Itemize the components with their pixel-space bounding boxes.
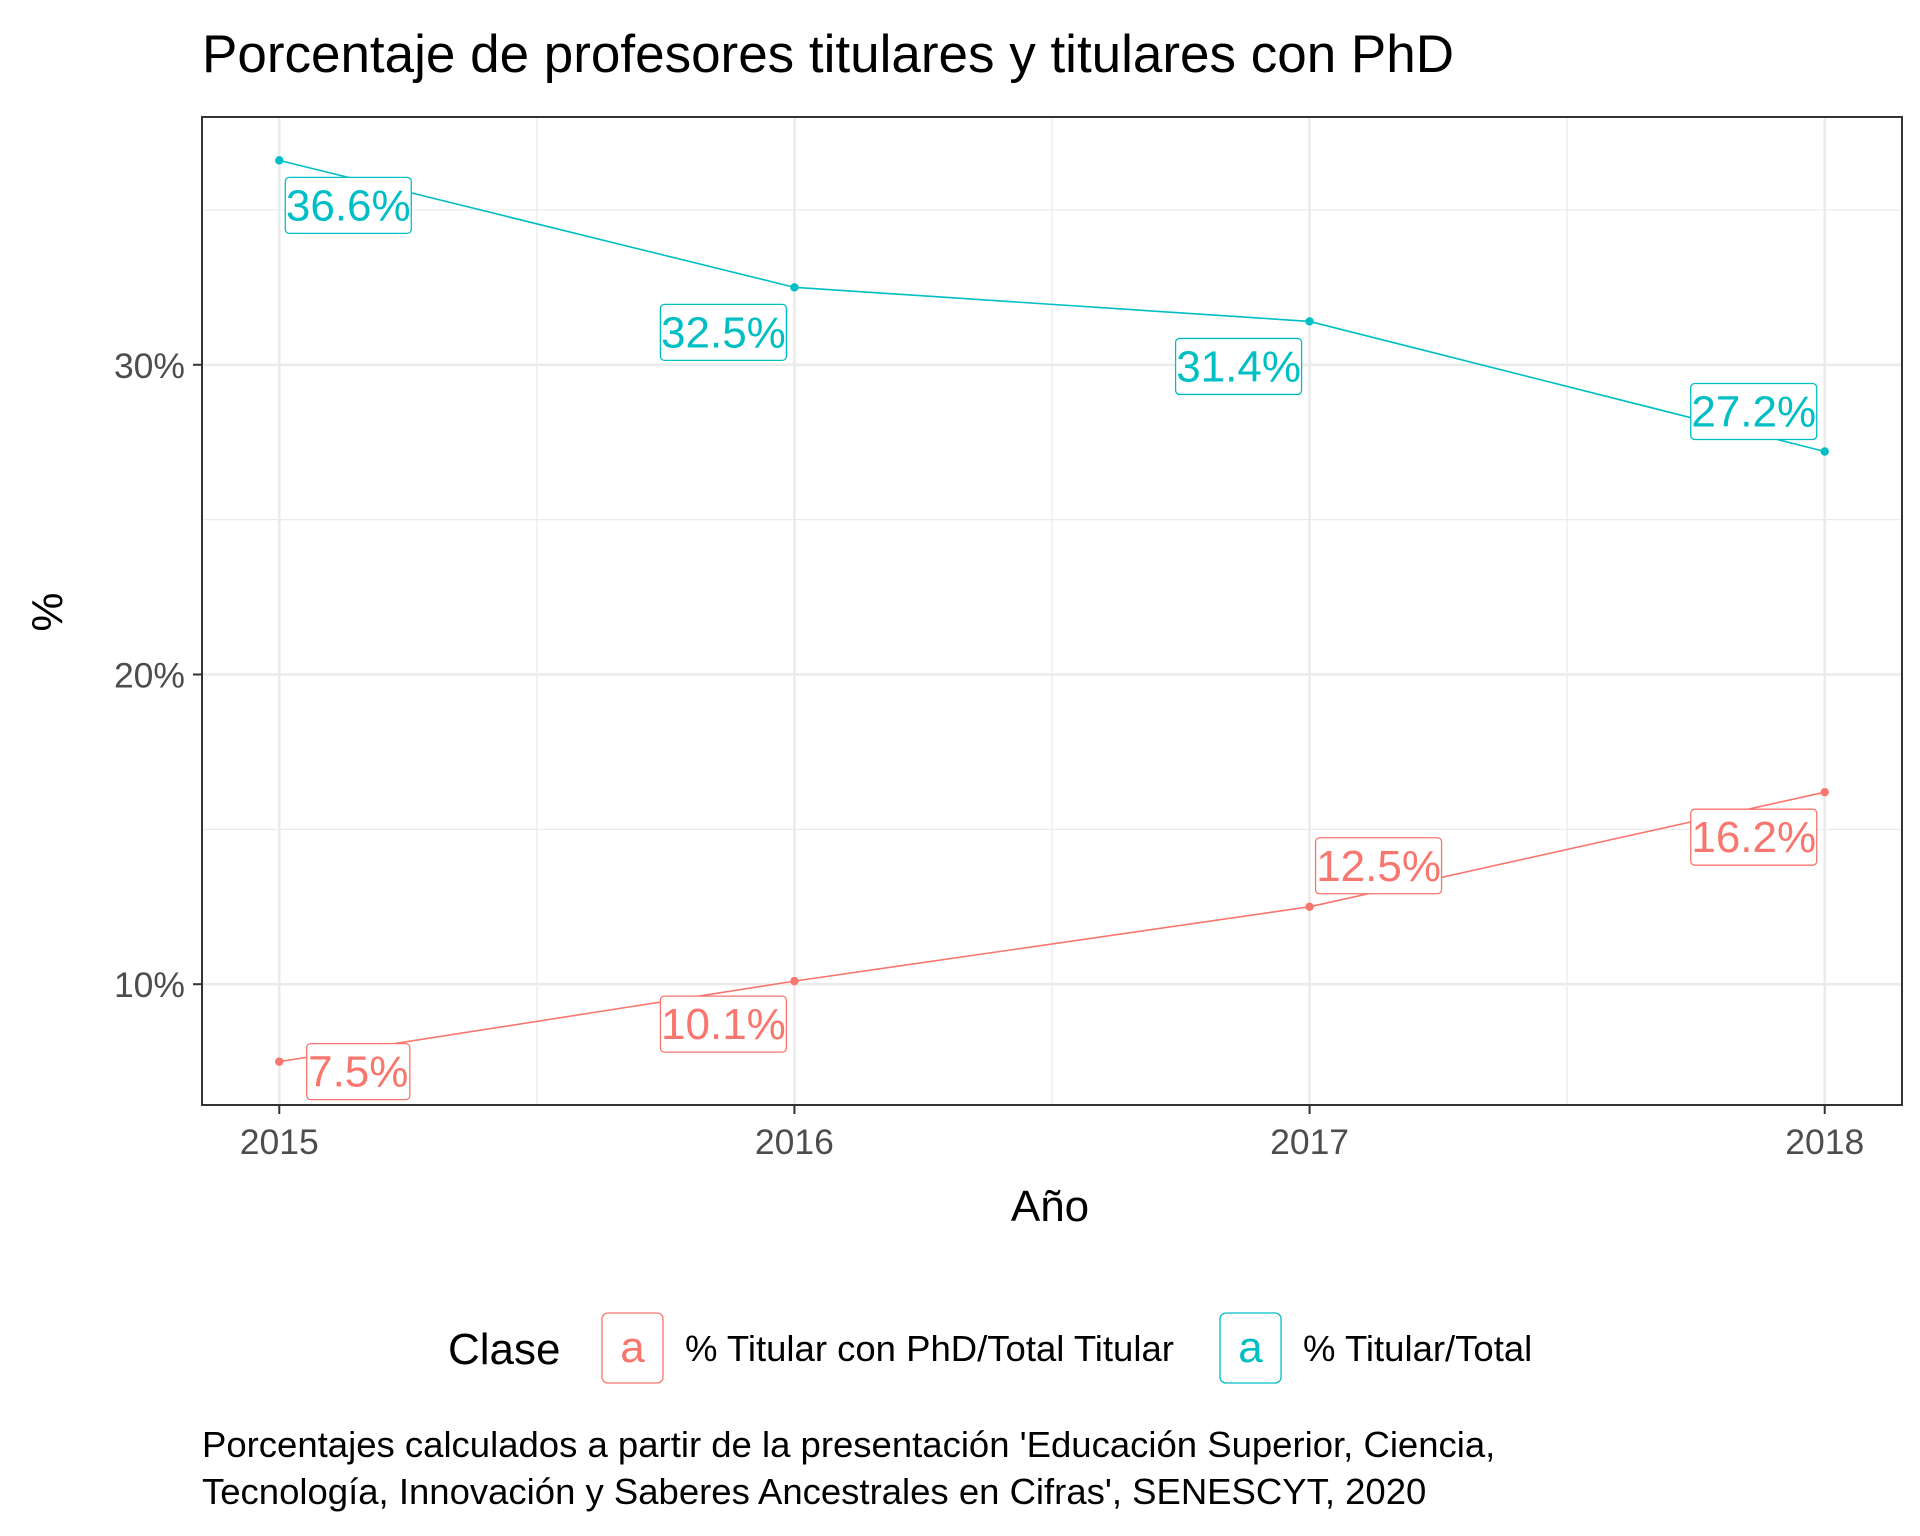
data-label-text: 27.2% xyxy=(1691,387,1816,436)
data-label: 16.2% xyxy=(1690,808,1818,866)
data-label-box xyxy=(659,303,788,361)
data-label-text: 31.4% xyxy=(1176,342,1301,391)
legend-key-glyph: a xyxy=(620,1323,645,1372)
x-axis: 2015 2016 2017 2018 xyxy=(240,1105,1864,1162)
data-label-text: 16.2% xyxy=(1691,813,1816,862)
data-label-text: 12.5% xyxy=(1316,842,1441,891)
caption-line: Porcentajes calculados a partir de la pr… xyxy=(202,1424,1495,1465)
x-tick-label: 2016 xyxy=(755,1122,834,1162)
data-label-box xyxy=(659,995,788,1053)
legend-item: a % Titular con PhD/Total Titular xyxy=(601,1312,1174,1384)
x-axis-title: Año xyxy=(1011,1182,1089,1231)
data-point xyxy=(1820,787,1829,797)
chart-title: Porcentaje de profesores titulares y tit… xyxy=(202,25,1454,84)
data-label-text: 7.5% xyxy=(308,1048,408,1097)
plot-panel: 7.5% 10.1% 12.5% 16.2% 36.6% 32.5% 31.4% 27.2% xyxy=(201,116,1903,1106)
data-label-box xyxy=(1690,382,1818,441)
caption-line: Tecnología, Innovación y Saberes Ancestr… xyxy=(202,1471,1426,1512)
legend-label: % Titular/Total xyxy=(1303,1328,1532,1369)
x-tick-label: 2018 xyxy=(1785,1122,1864,1162)
data-label: 27.2% xyxy=(1690,382,1818,441)
data-label-box xyxy=(1314,837,1443,895)
data-point xyxy=(275,1057,284,1066)
y-tick-label: 30% xyxy=(114,346,185,386)
panel-border xyxy=(201,116,1903,1106)
data-label-text: 32.5% xyxy=(661,308,786,357)
data-label: 10.1% xyxy=(659,995,788,1053)
legend-key xyxy=(1219,1312,1282,1384)
series-line-1 xyxy=(279,159,1825,453)
data-point xyxy=(1305,317,1314,326)
series-line-0 xyxy=(279,791,1825,1063)
legend-title: Clase xyxy=(448,1325,561,1374)
data-label: 36.6% xyxy=(284,176,412,235)
data-label-box xyxy=(1174,337,1303,396)
y-axis-title: % xyxy=(23,592,72,631)
data-point xyxy=(275,156,284,165)
x-tick-label: 2017 xyxy=(1270,1122,1349,1162)
legend-item: a % Titular/Total xyxy=(1219,1312,1532,1384)
data-point xyxy=(790,283,799,292)
y-axis: 10% 20% 30% xyxy=(114,346,202,1005)
data-point xyxy=(790,976,799,986)
x-tick-label: 2015 xyxy=(240,1122,319,1162)
data-label-box xyxy=(284,176,412,235)
data-label: 32.5% xyxy=(659,303,788,361)
data-point xyxy=(1305,902,1314,911)
data-label: 7.5% xyxy=(306,1042,411,1101)
legend-key xyxy=(601,1312,664,1384)
legend: Clase a % Titular con PhD/Total Titular a % … xyxy=(448,1312,1532,1384)
y-tick-label: 20% xyxy=(114,655,185,695)
legend-label: % Titular con PhD/Total Titular xyxy=(685,1328,1174,1369)
data-point xyxy=(1820,447,1829,456)
data-label-box xyxy=(306,1042,411,1101)
y-tick-label: 10% xyxy=(114,965,185,1005)
data-label-box xyxy=(1690,808,1818,866)
data-label-text: 10.1% xyxy=(661,1000,786,1049)
data-label: 31.4% xyxy=(1174,337,1303,396)
data-label-text: 36.6% xyxy=(286,181,411,230)
data-label: 12.5% xyxy=(1314,837,1443,895)
legend-key-glyph: a xyxy=(1238,1323,1263,1372)
